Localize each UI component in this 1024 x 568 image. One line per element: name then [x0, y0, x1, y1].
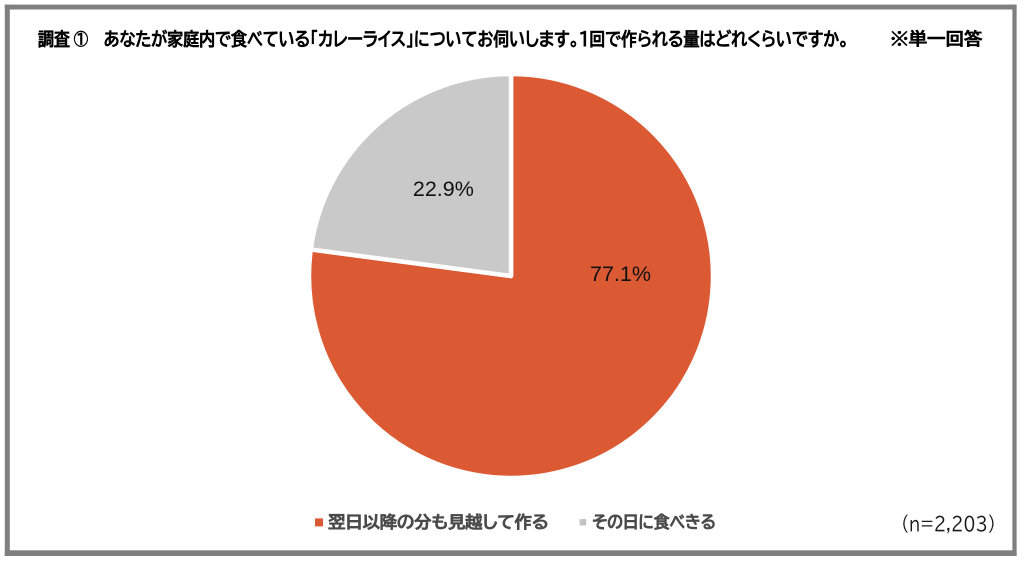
svg-text:77.1%: 77.1% — [590, 262, 651, 286]
svg-text:22.9%: 22.9% — [413, 177, 474, 201]
